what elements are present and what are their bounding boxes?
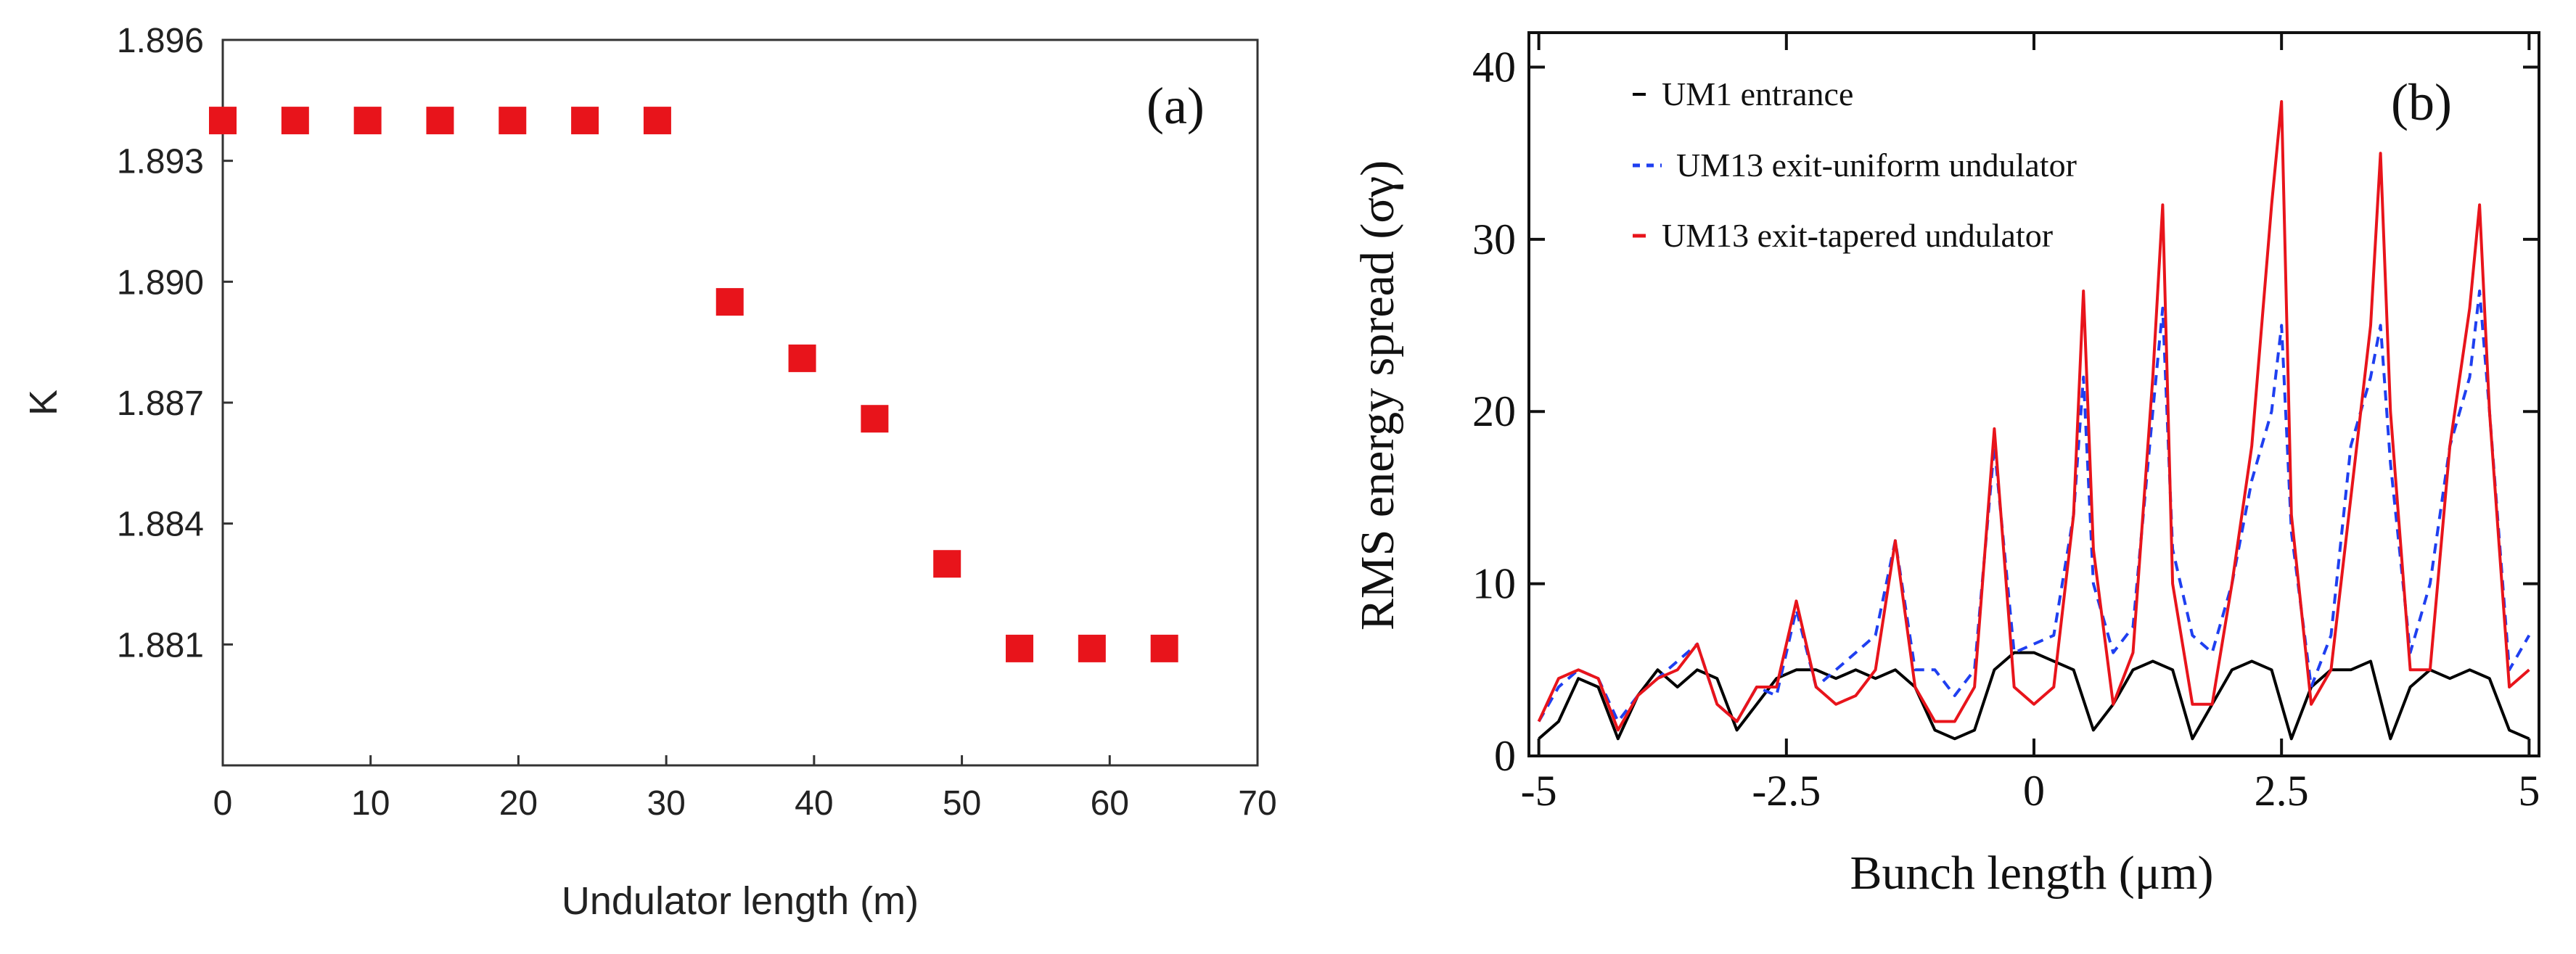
panel-label-b: (b) [2391, 73, 2452, 131]
k-data-point [643, 107, 671, 135]
panel-a: 1.881 1.884 1.887 1.890 1.893 1.896 0 10 20 30 40… [22, 22, 1277, 923]
plot-frame-b [1527, 31, 2540, 757]
k-data-point [426, 107, 454, 135]
x-tick-label-a: 0 [213, 784, 233, 823]
y-axis-label-b: RMS energy spread (σγ) [1351, 160, 1404, 630]
series-line-um1-entrance [1538, 651, 2530, 741]
legend-label-um1: UM1 entrance [1662, 75, 1853, 112]
x-tick-label-b: -5 [1521, 767, 1557, 815]
x-tick-label-a: 40 [795, 784, 833, 823]
k-data-point [281, 107, 309, 135]
y-axis-label-a: K [22, 390, 65, 416]
k-data-point [1006, 634, 1034, 662]
x-tick-label-a: 60 [1091, 784, 1129, 823]
legend-b: UM1 entrance UM13 exit-uniform undulator… [1633, 75, 2077, 254]
panel-b: 0 10 20 30 40 -5 -2.5 0 2.5 5 UM1 entrance UM13 … [1351, 31, 2540, 900]
y-tick-label-b: 30 [1472, 215, 1516, 263]
k-data-point [353, 107, 382, 135]
x-tick-label-a: 10 [351, 784, 390, 823]
y-tick-label-a: 1.887 [117, 385, 204, 423]
k-data-point [209, 107, 237, 135]
x-tick-label-b: 5 [2518, 767, 2540, 815]
k-data-point [1150, 634, 1178, 662]
y-tick-label-a: 1.884 [117, 506, 204, 544]
k-data-point [933, 550, 961, 578]
y-tick-label-b: 40 [1472, 43, 1516, 91]
k-data-point [788, 344, 816, 372]
x-tick-label-a: 50 [943, 784, 981, 823]
k-data-point [1078, 634, 1106, 662]
x-tick-label-b: -2.5 [1752, 767, 1821, 815]
y-tick-label-a: 1.881 [117, 626, 204, 665]
k-data-point [861, 405, 889, 433]
x-tick-label-b: 0 [2023, 767, 2045, 815]
y-tick-label-b: 20 [1472, 387, 1516, 435]
x-tick-label-b: 2.5 [2255, 767, 2309, 815]
series-line-um13-exit-tapered-undulator [1537, 100, 2530, 732]
x-tick-label-a: 70 [1238, 784, 1276, 823]
y-tick-label-a: 1.896 [117, 22, 204, 60]
legend-label-uniform: UM13 exit-uniform undulator [1676, 147, 2077, 184]
y-tick-label-a: 1.890 [117, 263, 204, 302]
y-tick-label-b: 0 [1494, 732, 1516, 780]
panel-label-a: (a) [1147, 77, 1205, 135]
y-tick-label-b: 10 [1472, 560, 1516, 608]
legend-label-tapered: UM13 exit-tapered undulator [1662, 217, 2053, 254]
x-axis-label-b: Bunch length (μm) [1850, 847, 2214, 900]
y-tick-label-a: 1.893 [117, 143, 204, 181]
k-data-point [715, 288, 744, 316]
x-tick-label-a: 30 [647, 784, 685, 823]
x-tick-label-a: 20 [499, 784, 538, 823]
k-data-point [571, 107, 599, 135]
k-data-point [499, 107, 527, 135]
x-axis-label-a: Undulator length (m) [562, 879, 919, 923]
